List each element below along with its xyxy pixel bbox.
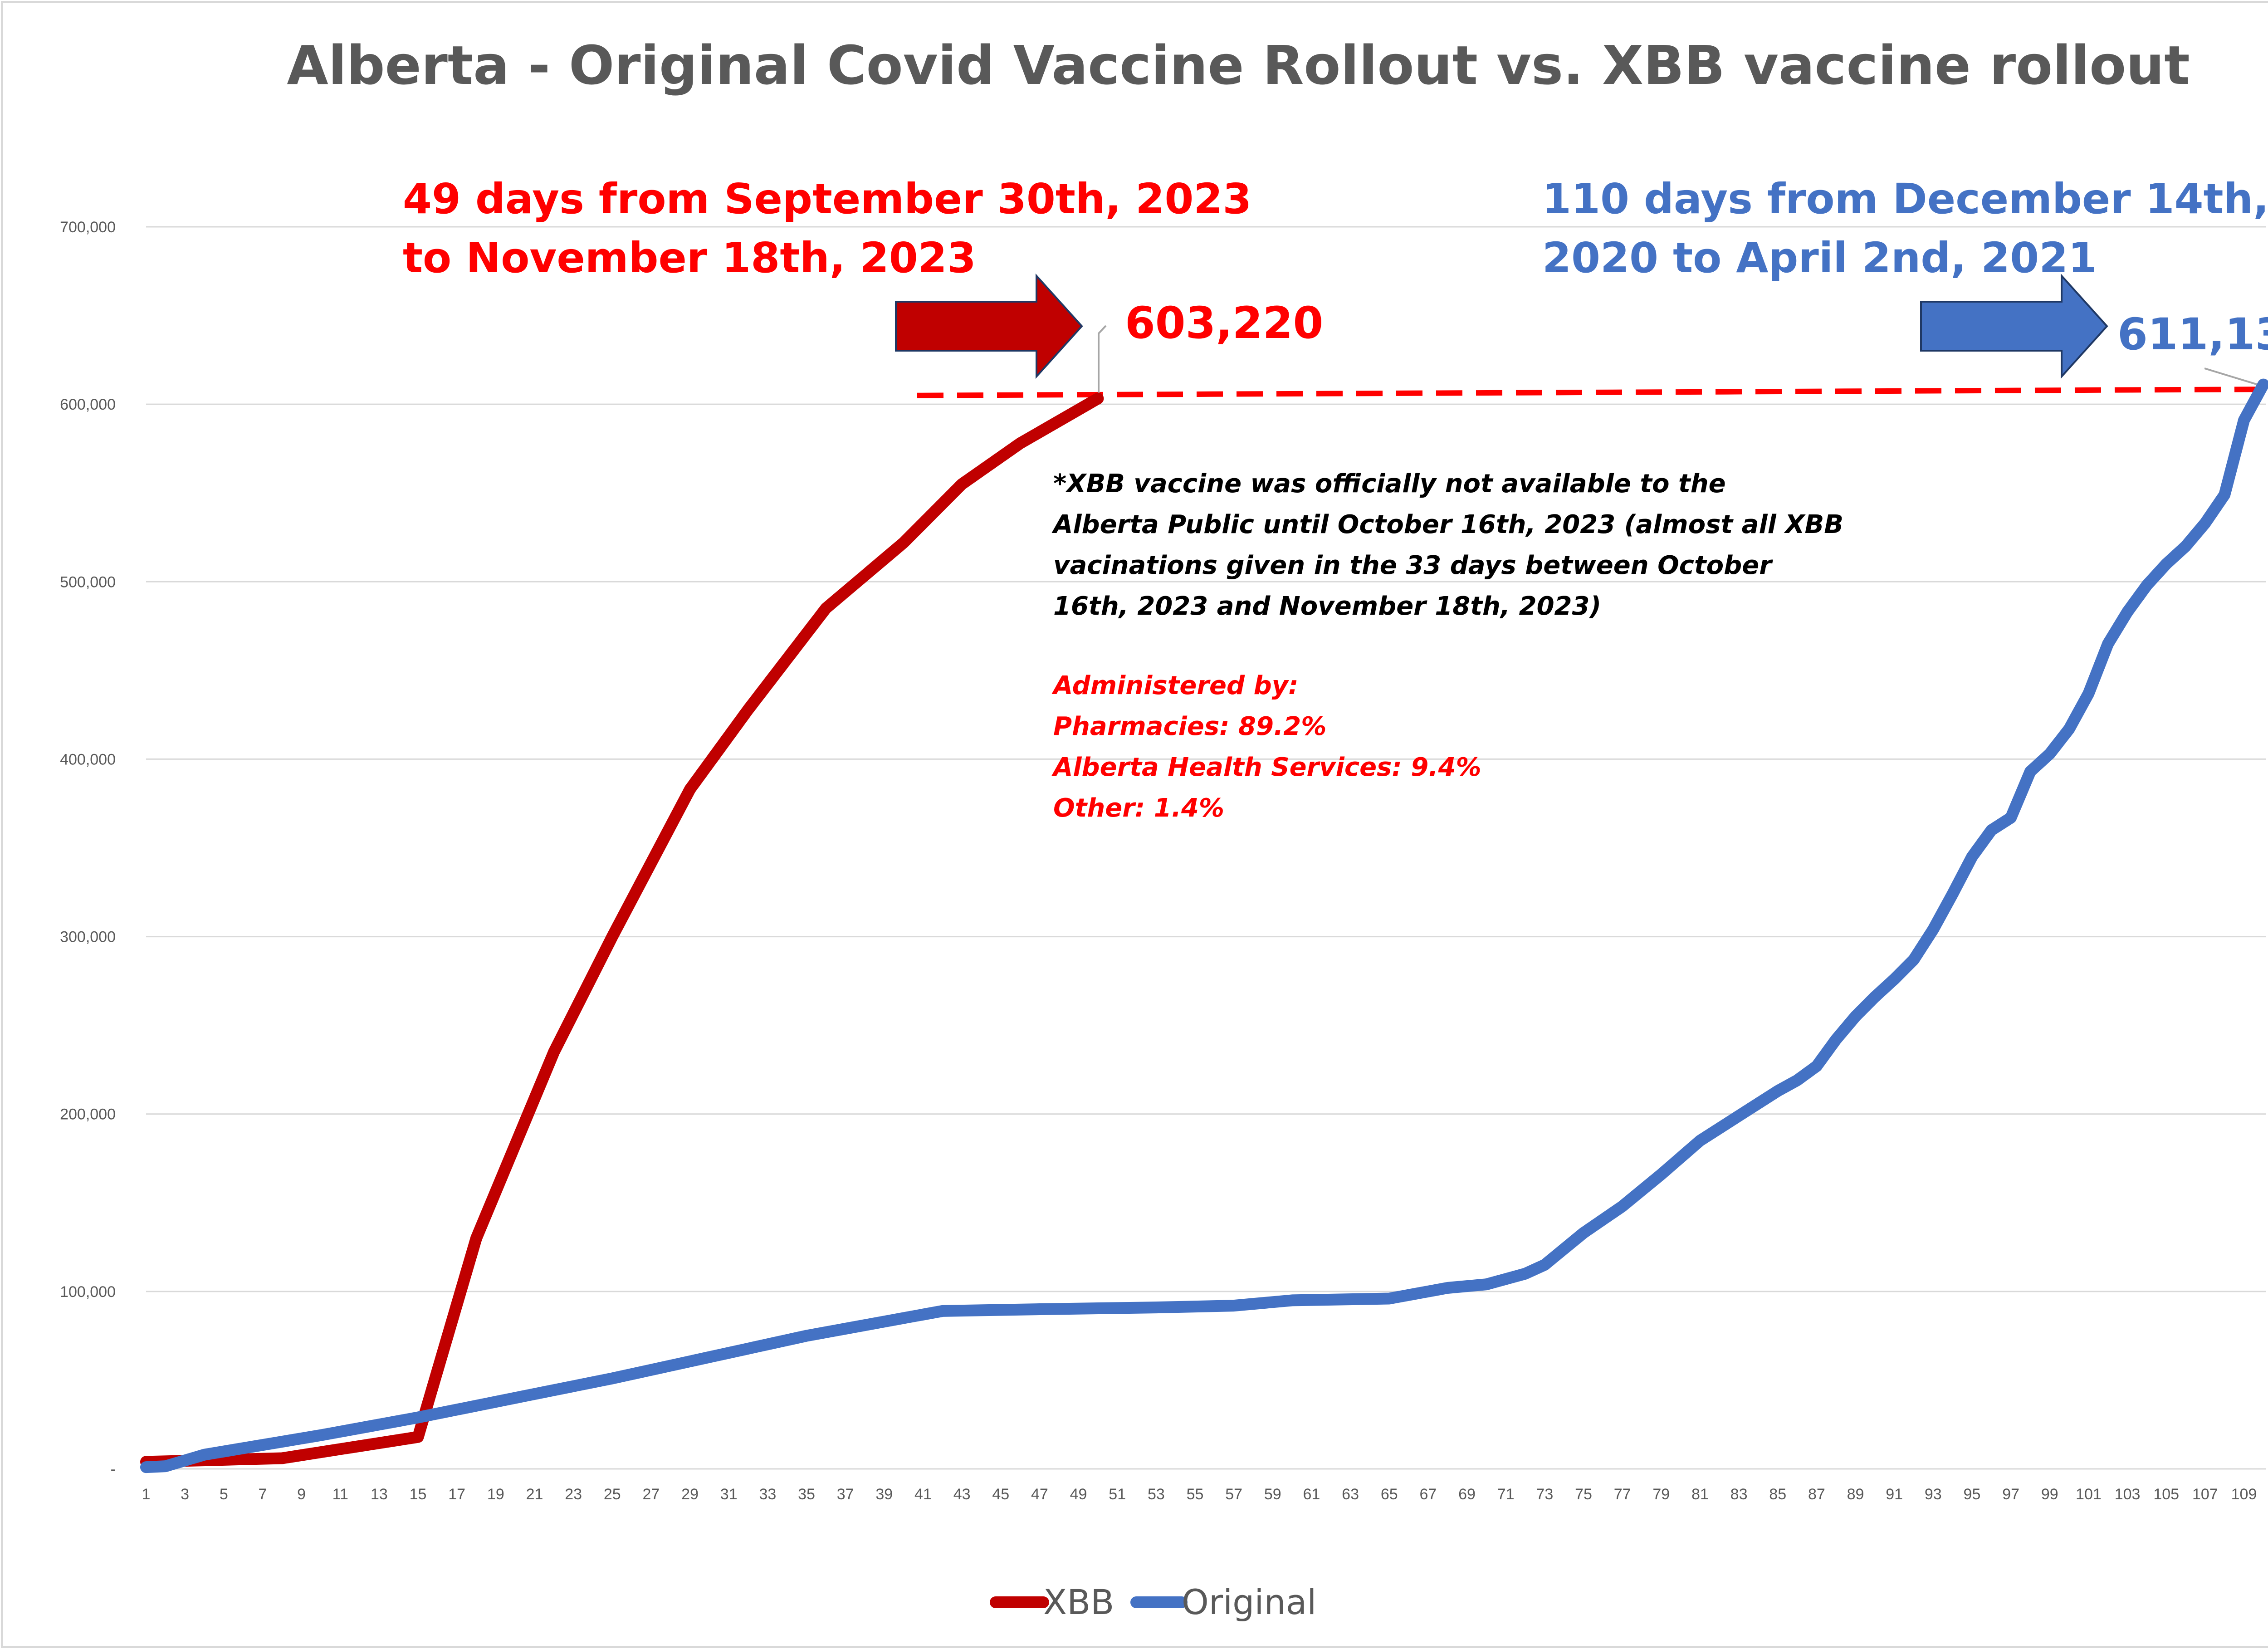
x-tick-label: 29 [681,1486,699,1503]
x-tick-label: 73 [1536,1486,1553,1503]
x-tick-label: 85 [1769,1486,1786,1503]
x-tick-label: 7 [258,1486,267,1503]
x-tick-label: 87 [1808,1486,1825,1503]
x-tick-label: 41 [914,1486,932,1503]
xbb-period-line1: 49 days from September 30th, 2023 [403,175,1251,223]
chart-title: Alberta - Original Covid Vaccine Rollout… [287,34,2190,97]
x-tick-label: 95 [1964,1486,1981,1503]
x-tick-label: 61 [1303,1486,1320,1503]
x-tick-label: 47 [1031,1486,1048,1503]
x-tick-label: 59 [1264,1486,1281,1503]
y-tick-label: 300,000 [60,929,116,946]
x-tick-label: 49 [1070,1486,1087,1503]
legend-label-xbb: XBB [1043,1582,1114,1622]
x-tick-label: 109 [2231,1486,2257,1503]
x-tick-label: 13 [371,1486,388,1503]
x-tick-label: 5 [220,1486,228,1503]
x-tick-label: 67 [1419,1486,1437,1503]
administered-pharmacies: Pharmacies: 89.2% [1053,712,1326,741]
x-tick-label: 17 [448,1486,465,1503]
note-line-4: 16th, 2023 and November 18th, 2023) [1053,592,1601,621]
original-period-line1: 110 days from December 14th, [1542,175,2268,223]
series-lines [140,378,2268,1473]
x-tick-label: 97 [2002,1486,2019,1503]
x-tick-label: 83 [1730,1486,1748,1503]
series-line-original [140,378,2268,1473]
x-tick-label: 1 [142,1486,151,1503]
note-line-1: *XBB vaccine was officially not availabl… [1053,469,1726,499]
x-tick-label: 81 [1691,1486,1709,1503]
x-tick-label: 37 [837,1486,854,1503]
x-tick-label: 31 [720,1486,738,1503]
y-tick-label: 500,000 [60,573,116,591]
original-value-label: 611,131 [2117,309,2268,360]
administered-ahs: Alberta Health Services: 9.4% [1051,753,1481,782]
x-tick-label: 33 [759,1486,776,1503]
administered-heading: Administered by: [1051,671,1299,700]
x-tick-label: 91 [1886,1486,1903,1503]
x-tick-label: 71 [1497,1486,1515,1503]
x-tick-label: 23 [565,1486,582,1503]
x-axis-ticks: 1 3 5 7 9 11 13 15 17 19 21 23 25 27 29 31 33 35 37 39 41 43 4… [142,1486,2257,1503]
administered-other: Other: 1.4% [1053,793,1224,823]
x-tick-label: 9 [297,1486,306,1503]
original-value-leader [2204,367,2258,386]
x-tick-label: 43 [953,1486,971,1503]
note-line-3: vacinations given in the 33 days between… [1053,551,1773,580]
x-tick-label: 21 [526,1486,543,1503]
reference-dashed-line [917,387,2268,398]
x-tick-label: 79 [1652,1486,1670,1503]
original-period-line2: 2020 to April 2nd, 2021 [1542,234,2097,282]
x-tick-label: 99 [2041,1486,2058,1503]
x-tick-label: 101 [2076,1486,2102,1503]
x-tick-label: 107 [2192,1486,2218,1503]
y-tick-label: 100,000 [60,1283,116,1301]
x-tick-label: 15 [410,1486,427,1503]
y-tick-label: 400,000 [60,751,116,768]
x-tick-label: 55 [1187,1486,1204,1503]
x-tick-label: 35 [798,1486,815,1503]
x-tick-label: 103 [2115,1486,2141,1503]
y-axis-ticks: - 100,000 200,000 300,000 400,000 500,000 600,… [60,219,116,1478]
x-tick-label: 105 [2153,1486,2179,1503]
xbb-arrow-icon [895,273,1083,379]
gridlines [146,226,2266,1470]
y-tick-label: 700,000 [60,219,116,236]
y-tick-label: - [111,1461,116,1478]
legend: XBB Original [990,1582,1316,1622]
x-tick-label: 19 [487,1486,504,1503]
y-tick-label: 600,000 [60,396,116,413]
x-tick-label: 51 [1109,1486,1126,1503]
xbb-value-label: 603,220 [1125,298,1323,348]
x-tick-label: 11 [332,1486,348,1503]
x-tick-label: 63 [1342,1486,1359,1503]
x-tick-label: 45 [992,1486,1009,1503]
series-line-xbb [140,392,1104,1468]
x-tick-label: 27 [643,1486,660,1503]
y-tick-label: 200,000 [60,1106,116,1123]
note-line-2: Alberta Public until October 16th, 2023 … [1051,510,1843,539]
legend-label-original: Original [1182,1582,1316,1622]
original-arrow-icon [1920,273,2108,379]
x-tick-label: 77 [1614,1486,1631,1503]
x-tick-label: 65 [1381,1486,1398,1503]
xbb-value-leader [1098,325,1107,394]
x-tick-label: 3 [181,1486,189,1503]
x-tick-label: 93 [1925,1486,1942,1503]
x-tick-label: 89 [1847,1486,1864,1503]
xbb-period-line2: to November 18th, 2023 [403,234,976,282]
x-tick-label: 75 [1575,1486,1592,1503]
x-tick-label: 57 [1225,1486,1242,1503]
x-tick-label: 53 [1148,1486,1165,1503]
x-tick-label: 69 [1458,1486,1476,1503]
x-tick-label: 39 [875,1486,893,1503]
x-tick-label: 25 [604,1486,621,1503]
